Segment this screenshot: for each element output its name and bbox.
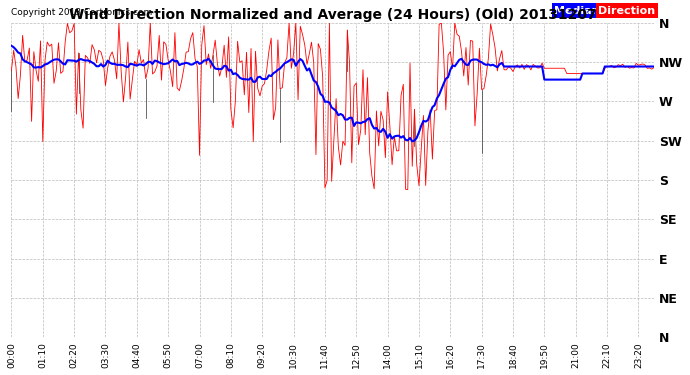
Text: Median: Median [555, 6, 600, 15]
Text: Copyright 2013 Cartronics.com: Copyright 2013 Cartronics.com [12, 8, 152, 16]
Title: Wind Direction Normalized and Average (24 Hours) (Old) 20131207: Wind Direction Normalized and Average (2… [69, 8, 597, 22]
Text: Direction: Direction [598, 6, 656, 15]
